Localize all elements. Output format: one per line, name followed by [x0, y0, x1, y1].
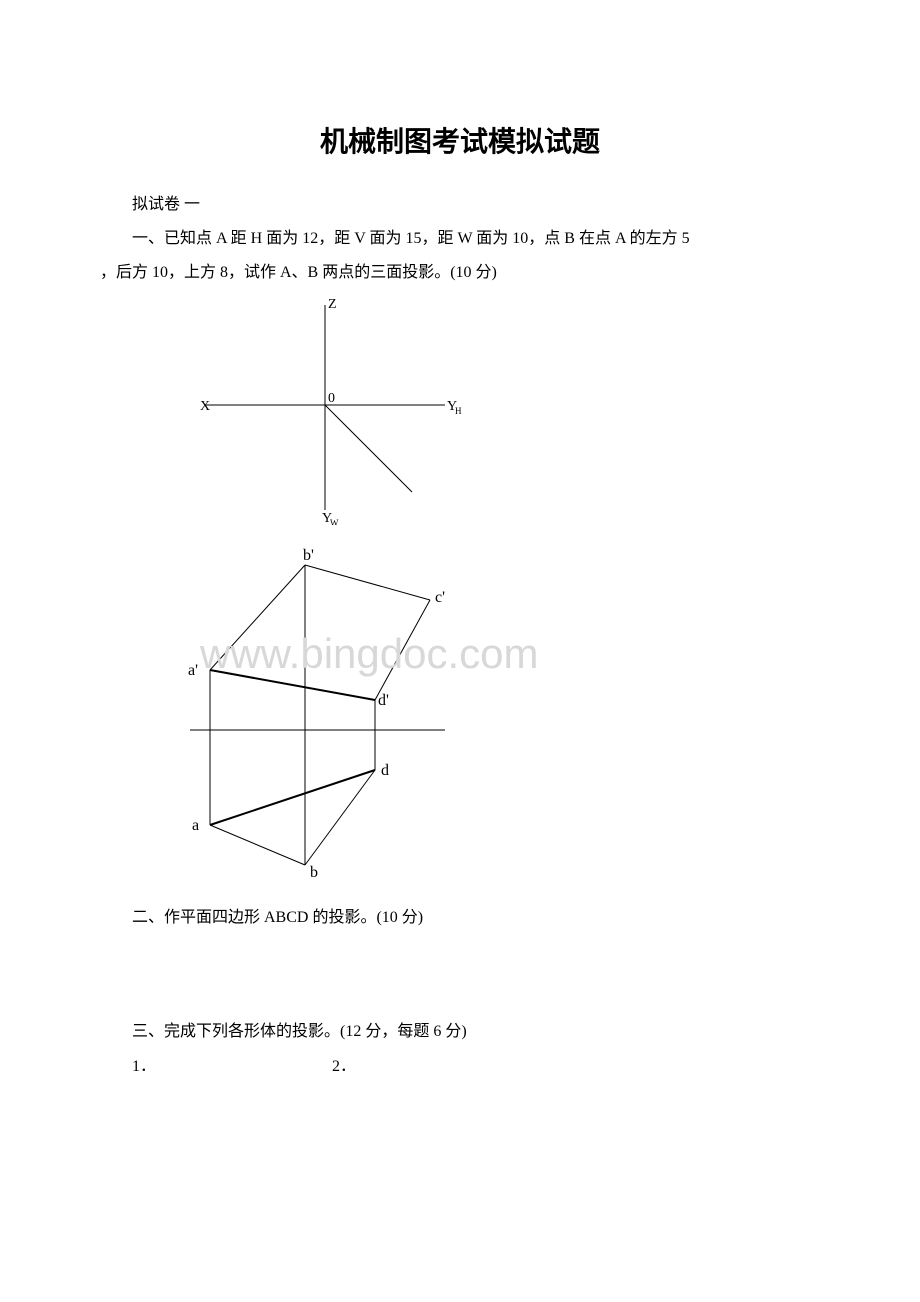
q3-sub1: 1． [100, 1052, 300, 1076]
axes-diagram: XZ0YHYW [150, 295, 470, 525]
svg-text:Z: Z [328, 297, 337, 312]
abcd-diagram: b' c' a' d' d a b [150, 545, 470, 885]
question-1-line2: ，后方 10，上方 8，试作 A、B 两点的三面投影。(10 分) [100, 260, 820, 286]
page-content: 机械制图考试模拟试题 拟试卷 一 一、已知点 A 距 H 面为 12，距 V 面… [0, 0, 920, 1136]
figure-2-container: b' c' a' d' d a b [150, 545, 820, 885]
page-title: 机械制图考试模拟试题 [100, 120, 820, 160]
svg-text:d: d [381, 762, 389, 779]
svg-text:H: H [455, 406, 462, 416]
svg-text:W: W [330, 518, 339, 525]
q3-sub2: 2． [300, 1052, 500, 1076]
svg-text:a': a' [188, 662, 198, 679]
question-3-subs: 1． 2． [100, 1052, 820, 1076]
question-1-line1: 一、已知点 A 距 H 面为 12，距 V 面为 15，距 W 面为 10，点 … [100, 226, 820, 252]
exam-subtitle: 拟试卷 一 [100, 190, 820, 214]
svg-text:b: b [310, 864, 318, 881]
svg-text:d': d' [378, 692, 389, 709]
svg-text:c': c' [435, 589, 445, 606]
figure-1-container: XZ0YHYW [150, 295, 820, 525]
svg-text:b': b' [303, 547, 314, 564]
question-3: 三、完成下列各形体的投影。(12 分，每题 6 分) [100, 1019, 820, 1045]
svg-text:X: X [200, 399, 210, 414]
svg-text:a: a [192, 817, 199, 834]
svg-text:0: 0 [328, 391, 335, 406]
question-2: 二、作平面四边形 ABCD 的投影。(10 分) [100, 905, 820, 931]
